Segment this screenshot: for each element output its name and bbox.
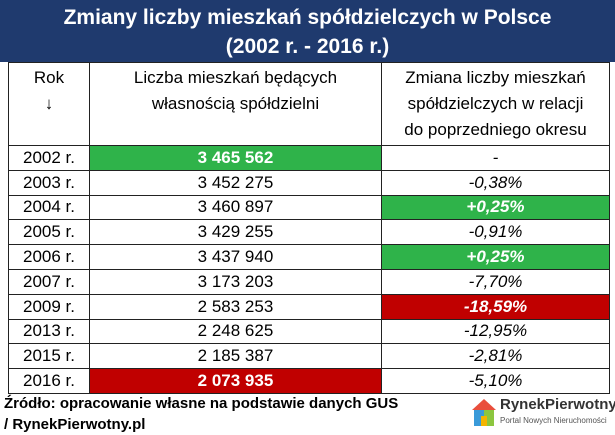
- row: 2005 r. 3 429 255 -0,91%: [8, 219, 610, 246]
- row: 2015 r. 2 185 387 -2,81%: [8, 343, 610, 370]
- cell: 2 583 253: [89, 293, 382, 320]
- header-cell: Zmiana liczby mieszkań spółdzielczych w r…: [381, 62, 610, 146]
- cell: -7,70%: [381, 268, 610, 295]
- cell: 3 465 562: [89, 145, 382, 171]
- logo: RynekPierwotny Portal Nowych Nieruchomoś…: [470, 394, 615, 434]
- title-line: Zmiany liczby mieszkań spółdzielczych w …: [63, 6, 552, 29]
- header-line: do poprzedniego okresu: [404, 120, 587, 139]
- cell: 2013 r.: [8, 318, 90, 345]
- row: 2002 r. 3 465 562-: [8, 145, 610, 171]
- header-line: własnością spółdzielni: [151, 94, 320, 113]
- row: 2007 r. 3 173 203 -7,70%: [8, 268, 610, 295]
- cell: 3 452 275: [89, 169, 382, 196]
- cell: -12,95%: [381, 318, 610, 345]
- row: 2006 r. 3 437 940 +0,25%: [8, 244, 610, 270]
- cell: 2 073 935: [89, 368, 382, 394]
- cell: -2,81%: [381, 343, 610, 370]
- cell: 2016 r.: [8, 368, 90, 394]
- header-cell: Rok ↓: [8, 62, 90, 146]
- header-line: ↓: [44, 94, 54, 113]
- cell: 2007 r.: [8, 268, 90, 295]
- header-line: Rok: [33, 68, 65, 87]
- logo-name: RynekPierwotny: [500, 396, 615, 413]
- cell: 2009 r.: [8, 293, 90, 320]
- header-line: Zmiana liczby mieszkań: [405, 68, 586, 87]
- logo-icon: [472, 399, 496, 426]
- cell: +0,25%: [381, 244, 610, 270]
- cell: -0,38%: [381, 169, 610, 196]
- cell: 2006 r.: [8, 244, 90, 270]
- row: 2013 r. 2 248 625 -12,95%: [8, 318, 610, 345]
- cell: 2003 r.: [8, 169, 90, 196]
- logo-tagline: Portal Nowych Nieruchomości: [500, 416, 607, 425]
- header-line: spółdzielczych w relacji: [407, 94, 584, 113]
- title-line: (2002 r. - 2016 r.): [225, 35, 390, 58]
- cell: -0,91%: [381, 219, 610, 246]
- cell: +0,25%: [381, 194, 610, 221]
- cell: 3 429 255: [89, 219, 382, 246]
- source-line: Źródło: opracowanie własne na podstawie …: [4, 395, 399, 412]
- header-row: Rok ↓ Liczba mieszkań będących własnością s…: [8, 62, 610, 146]
- cell: -18,59%: [381, 293, 610, 320]
- cell: 2005 r.: [8, 219, 90, 246]
- row: 2016 r. 2 073 935 -5,10%: [8, 368, 610, 394]
- header-line: Liczba mieszkań będących: [133, 68, 338, 87]
- row: 2003 r. 3 452 275 -0,38%: [8, 169, 610, 196]
- cell: -: [381, 145, 610, 171]
- cell: 2 185 387: [89, 343, 382, 370]
- cell: 3 460 897: [89, 194, 382, 221]
- cell: 2004 r.: [8, 194, 90, 221]
- row: 2009 r. 2 583 253 -18,59%: [8, 293, 610, 320]
- cell: 2 248 625: [89, 318, 382, 345]
- row: 2004 r. 3 460 897 +0,25%: [8, 194, 610, 221]
- source: Źródło: opracowanie własne na podstawie …: [4, 393, 398, 435]
- cell: -5,10%: [381, 368, 610, 394]
- title: Zmiany liczby mieszkań spółdzielczych w …: [0, 0, 615, 62]
- header-cell: Liczba mieszkań będących własnością spółd…: [89, 62, 382, 146]
- cell: 2015 r.: [8, 343, 90, 370]
- cell: 2002 r.: [8, 145, 90, 171]
- cell: 3 173 203: [89, 268, 382, 295]
- cell: 3 437 940: [89, 244, 382, 270]
- source-line: / RynekPierwotny.pl: [4, 416, 146, 433]
- table: Rok ↓ Liczba mieszkań będących własnością s…: [8, 62, 610, 394]
